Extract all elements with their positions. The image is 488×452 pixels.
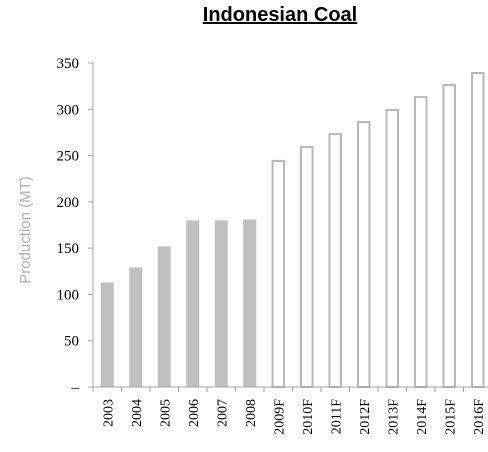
x-tick-label: 2004 xyxy=(130,399,145,427)
x-tick-label: 2013F xyxy=(386,399,401,435)
bar-2016F xyxy=(471,72,485,388)
y-tick-label: 50 xyxy=(64,334,79,350)
x-tick-label: 2015F xyxy=(443,399,458,435)
bar-2009F xyxy=(271,159,285,388)
bar-2006 xyxy=(186,220,200,387)
x-tick-label: 2009F xyxy=(272,399,287,435)
bar-2011F xyxy=(328,133,342,388)
y-tick-label: 250 xyxy=(57,149,80,165)
y-tick-label: 200 xyxy=(57,195,80,211)
y-tick-label: – xyxy=(71,380,80,396)
y-tick-label: 300 xyxy=(57,102,80,118)
bar-2013F xyxy=(385,109,399,389)
bar-2012F xyxy=(357,121,371,388)
x-tick-label: 2014F xyxy=(415,399,430,435)
bar-2003 xyxy=(100,282,114,387)
y-tick-label: 150 xyxy=(57,241,80,257)
x-tick-label: 2011F xyxy=(329,399,344,434)
bar-2008 xyxy=(243,219,257,387)
bar-2005 xyxy=(157,246,171,387)
x-axis: 2003 2004 2005 2006 2007 2008 2009F 2010F 2011F 2… xyxy=(92,386,488,435)
x-tick-label: 2012F xyxy=(358,399,373,435)
x-tick-label: 2005 xyxy=(158,399,173,427)
y-axis: – 50 100 150 200 250 300 350 xyxy=(57,56,94,396)
y-axis-label: Production (MT) xyxy=(17,176,34,284)
y-tick-label: 350 xyxy=(57,56,80,72)
x-tick-label: 2003 xyxy=(101,399,116,427)
x-tick-label: 2010F xyxy=(301,399,316,435)
bar-2007 xyxy=(214,220,228,387)
bar-2014F xyxy=(414,96,428,388)
x-tick-label: 2006 xyxy=(187,399,202,427)
x-tick-label: 2016F xyxy=(472,399,487,435)
x-tick-label: 2007 xyxy=(215,399,230,427)
chart-title: Indonesian Coal xyxy=(202,4,358,26)
x-tick-label: 2008 xyxy=(244,399,259,427)
bar-2010F xyxy=(300,146,314,388)
y-tick-label: 100 xyxy=(57,287,80,303)
bar-2004 xyxy=(129,267,143,387)
bar-2015F xyxy=(442,84,456,388)
bars xyxy=(100,72,485,389)
